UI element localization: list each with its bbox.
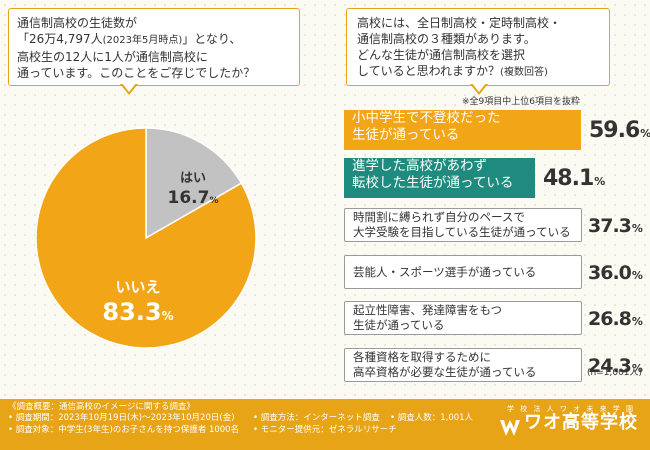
- question1-line: 通っています。このことをご存じでしたか？: [17, 66, 256, 80]
- question1-line: 通信制高校の生徒数が: [17, 16, 138, 30]
- bar-label-line: 生徒が通っている: [353, 318, 445, 332]
- question2-line: していると思われますか？(複数回答): [357, 64, 548, 78]
- school-logo-text: ワオ高等学校: [524, 412, 638, 433]
- bar-label-line: 生徒が通っている: [352, 127, 460, 143]
- bar-1: 小中学生で不登校だった 生徒が通っている: [344, 110, 581, 150]
- bar-value: 36.0%: [588, 262, 643, 284]
- bar-label: 芸能人・スポーツ選手が通っている: [353, 265, 536, 280]
- bar-label-line: 小中学生で不登校だった: [352, 110, 501, 126]
- question1-line: 高校生の12人に1人が通信制高校に: [17, 50, 208, 64]
- bar-label-line: 転校した生徒が通っている: [352, 175, 514, 191]
- bar-value: 37.3%: [588, 215, 643, 237]
- survey-method: • 調査方法：インターネット調査: [253, 413, 380, 423]
- question2-line: 高校には、全日制高校・定時制高校・: [357, 16, 562, 30]
- bar-6: 各種資格を取得するために 高卒資格が必要な生徒が通っている: [344, 348, 582, 382]
- pie-slice: [145, 127, 243, 240]
- bar-value: 59.6%: [589, 118, 650, 143]
- bar-label: 時間割に縛られず自分のペースで 大学受験を目指している生徒が通っている: [353, 210, 571, 240]
- monitor-provider: • モニター提供元：ゼネラルリサーチ: [253, 425, 397, 435]
- excerpt-note: ※全9項目中上位6項目を抜粋: [462, 97, 580, 107]
- bar-label-line: 大学受験を目指している生徒が通っている: [353, 225, 571, 239]
- school-logo-icon: [500, 420, 520, 436]
- speech-tail: [120, 83, 138, 95]
- bar-label: 起立性障害、発達障害をもつ 生徒が通っている: [353, 303, 502, 333]
- bar-label: 各種資格を取得するために 高卒資格が必要な生徒が通っている: [353, 350, 536, 380]
- question2-line: どんな生徒が通信制高校を選択: [357, 48, 526, 62]
- bar-label-line: 高卒資格が必要な生徒が通っている: [353, 365, 537, 379]
- footer: 《調査概要：通信高校のイメージに関する調査》 • 調査期間：2023年10月19…: [0, 399, 650, 450]
- question2-line: 通信制高校の３種類があります。: [357, 32, 536, 46]
- bar-3: 時間割に縛られず自分のペースで 大学受験を目指している生徒が通っている: [344, 208, 582, 242]
- bar-value: 26.8%: [588, 308, 643, 330]
- speech-tail: [470, 83, 488, 95]
- bar-label-line: 進学した高校があわず: [352, 158, 487, 174]
- bar-label-line: 各種資格を取得するために: [353, 350, 491, 364]
- survey-target: • 調査対象：中学生(3年生)のお子さんを持つ保護者 1000名: [8, 425, 240, 435]
- pie-slice-label: はい: [180, 171, 206, 186]
- question-box-2: 高校には、全日制高校・定時制高校・ 通信制高校の３種類があります。 どんな生徒が…: [346, 8, 610, 86]
- bar-label: 小中学生で不登校だった 生徒が通っている: [352, 110, 501, 144]
- pie-slice-label: いいえ: [115, 278, 160, 296]
- survey-period: • 調査期間：2023年10月19日(木)～2023年10月20日(金): [8, 413, 235, 423]
- bar-label-line: 時間割に縛られず自分のペースで: [353, 210, 525, 224]
- survey-title: 《調査概要：通信高校のイメージに関する調査》: [8, 402, 195, 412]
- bar-5: 起立性障害、発達障害をもつ 生徒が通っている: [344, 301, 582, 335]
- sample-size: (n=1,001人): [587, 368, 643, 378]
- question-box-1: 通信制高校の生徒数が 「26万4,797人(2023年5月時点)」となり、 高校…: [8, 8, 300, 86]
- bar-label-line: 起立性障害、発達障害をもつ: [353, 303, 503, 317]
- bar-value: 48.1%: [543, 166, 606, 191]
- pie-slice-value: 16.7%: [168, 188, 219, 208]
- bar-value: 24.3%: [588, 355, 643, 377]
- bar-2: 進学した高校があわず 転校した生徒が通っている: [344, 158, 535, 198]
- survey-count: • 調査人数：1,001人: [390, 413, 474, 423]
- pie-slice: [35, 127, 257, 349]
- question1-line: 「26万4,797人(2023年5月時点)」となり、: [17, 32, 242, 46]
- logo-subtitle: 学 校 法 人 ワ オ 未 来 学 園: [507, 405, 636, 413]
- bar-label-line: 芸能人・スポーツ選手が通っている: [353, 265, 537, 279]
- bar-4: 芸能人・スポーツ選手が通っている: [344, 255, 582, 289]
- bar-label: 進学した高校があわず 転校した生徒が通っている: [352, 158, 513, 192]
